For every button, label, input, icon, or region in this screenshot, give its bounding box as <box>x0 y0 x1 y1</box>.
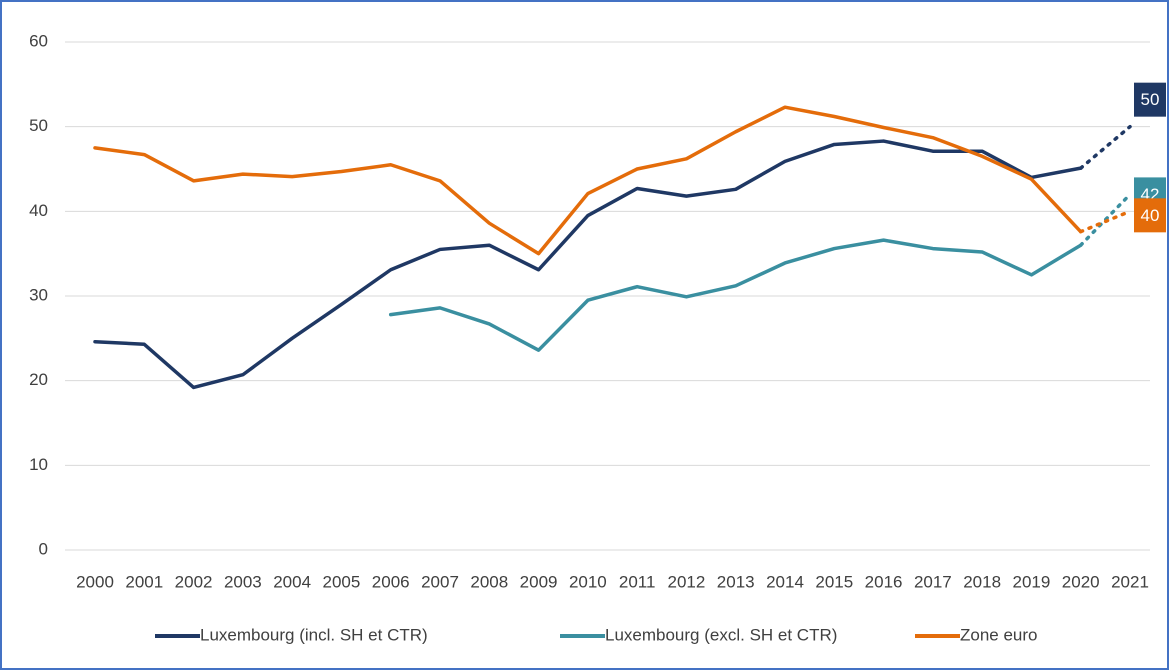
x-tick-label: 2001 <box>125 572 163 591</box>
x-tick-label: 2004 <box>273 572 311 591</box>
x-tick-label: 2006 <box>372 572 410 591</box>
x-tick-label: 2015 <box>815 572 853 591</box>
x-tick-label: 2009 <box>520 572 558 591</box>
x-tick-label: 2002 <box>175 572 213 591</box>
end-label: 40 <box>1141 206 1160 225</box>
x-tick-label: 2008 <box>470 572 508 591</box>
legend-label: Luxembourg (excl. SH et CTR) <box>605 625 837 644</box>
x-tick-label: 2000 <box>76 572 114 591</box>
x-tick-label: 2016 <box>865 572 903 591</box>
x-tick-label: 2020 <box>1062 572 1100 591</box>
y-tick-label: 10 <box>29 455 48 474</box>
series-line-dotted <box>1078 124 1132 170</box>
end-label: 50 <box>1141 90 1160 109</box>
y-tick-label: 20 <box>29 370 48 389</box>
x-tick-label: 2017 <box>914 572 952 591</box>
legend-label: Luxembourg (incl. SH et CTR) <box>200 625 428 644</box>
y-tick-label: 50 <box>29 116 48 135</box>
series-line <box>388 238 1083 352</box>
y-tick-label: 30 <box>29 285 48 304</box>
series-line <box>93 105 1083 256</box>
y-tick-label: 60 <box>29 31 48 50</box>
x-tick-label: 2010 <box>569 572 607 591</box>
x-tick-label: 2018 <box>963 572 1001 591</box>
y-tick-label: 0 <box>39 539 48 558</box>
series-line <box>93 139 1083 390</box>
x-tick-label: 2013 <box>717 572 755 591</box>
x-tick-label: 2021 <box>1111 572 1149 591</box>
end-label-box <box>1134 82 1166 117</box>
y-tick-label: 40 <box>29 201 48 220</box>
x-tick-label: 2003 <box>224 572 262 591</box>
x-tick-label: 2007 <box>421 572 459 591</box>
x-tick-label: 2012 <box>668 572 706 591</box>
series-line-dotted <box>1078 209 1132 234</box>
x-tick-label: 2011 <box>619 572 656 591</box>
end-label-box <box>1134 198 1166 233</box>
x-tick-label: 2014 <box>766 572 804 591</box>
x-tick-label: 2005 <box>323 572 361 591</box>
x-tick-label: 2019 <box>1013 572 1051 591</box>
legend-label: Zone euro <box>960 625 1038 644</box>
